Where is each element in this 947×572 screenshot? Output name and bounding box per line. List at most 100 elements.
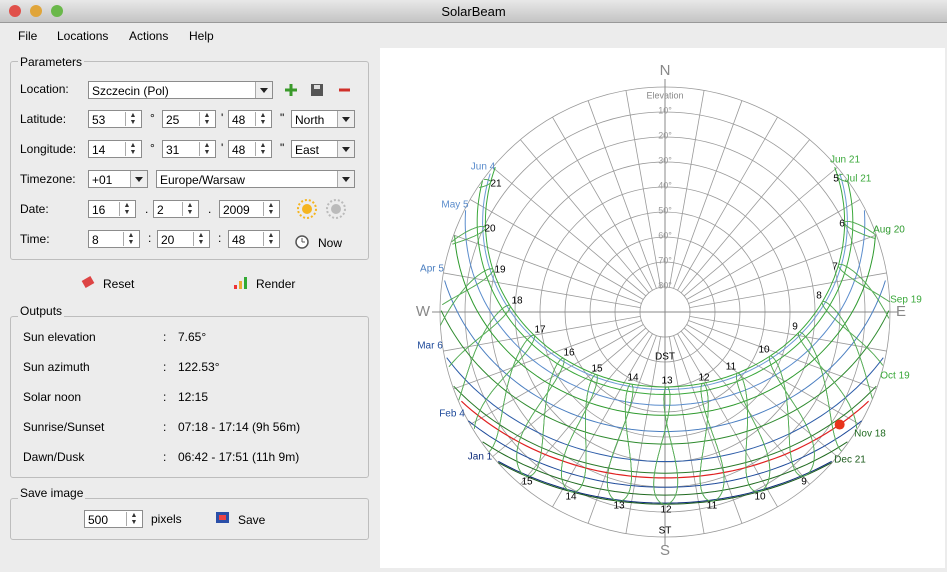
date-label: Dec 21	[834, 455, 866, 466]
azimuth-line	[552, 116, 653, 291]
value: Szczecin (Pol)	[92, 84, 169, 98]
hour-analemma	[440, 268, 494, 326]
spin-field[interactable]: 2009 ▲ ▼	[219, 200, 280, 218]
label: Longitude:	[20, 142, 77, 156]
azimuth-line	[689, 272, 887, 309]
azimuth-line	[680, 330, 810, 485]
azimuth-line	[469, 324, 644, 425]
symbol: "	[280, 111, 285, 125]
zoom-button[interactable]	[51, 5, 63, 17]
spin-field[interactable]: 53 ▲ ▼	[88, 110, 142, 128]
day-path	[484, 167, 846, 388]
offset-combo[interactable]: +01	[88, 170, 148, 188]
save-button[interactable]: Save	[238, 513, 266, 527]
hour-label: 10	[758, 345, 770, 356]
day-icons	[297, 199, 346, 219]
zone-combo[interactable]: Europe/Warsaw	[156, 170, 355, 188]
day-path	[440, 310, 890, 445]
azimuth-line	[688, 320, 877, 390]
hour-analemma	[735, 372, 771, 493]
sun-icon[interactable]	[302, 204, 312, 214]
day-path	[482, 441, 848, 496]
sun-path-diagram: N S W E Elevation 10° 20° 30° 40° 50° 60° 70° 80° Jun…	[416, 62, 922, 559]
minimize-button[interactable]	[30, 5, 42, 17]
spin-field[interactable]: 31 ▲ ▼	[162, 140, 216, 158]
value: 14	[92, 143, 106, 157]
hour-label: 15	[591, 364, 603, 375]
hemisphere-combo[interactable]: North	[291, 110, 355, 128]
hemisphere-combo[interactable]: East	[291, 140, 355, 158]
group-title: Parameters	[18, 55, 85, 69]
spin-field[interactable]: 48 ▲ ▼	[228, 110, 272, 128]
value: Europe/Warsaw	[160, 173, 245, 187]
azimuth-line	[689, 315, 887, 352]
menu-item[interactable]: Help	[189, 29, 214, 43]
spin-field[interactable]: 20 ▲ ▼	[157, 230, 210, 248]
azimuth-line	[677, 333, 778, 508]
day-path	[446, 357, 884, 462]
output-value: 7.65°	[178, 330, 207, 344]
hour-label: 8	[816, 291, 822, 302]
render-button[interactable]: Render	[256, 277, 296, 291]
elevation-label: 10°	[658, 105, 672, 115]
day-path	[476, 180, 854, 396]
symbol: "	[280, 141, 285, 155]
elevation-label: 50°	[658, 205, 672, 215]
hour-label: 7	[832, 262, 838, 273]
azimuth-line	[492, 327, 647, 457]
elevation-label: 20°	[658, 130, 672, 140]
azimuth-line	[625, 336, 662, 534]
hour-label: 12	[660, 505, 672, 516]
spin-field[interactable]: 500 ▲ ▼	[84, 510, 143, 528]
output-separator: :	[163, 330, 167, 344]
value: North	[295, 113, 325, 127]
hour-label: 13	[613, 501, 625, 512]
azimuth-line	[680, 139, 810, 294]
azimuth-line	[552, 333, 653, 508]
reset-button[interactable]: Reset	[103, 277, 135, 291]
spin-field[interactable]: 2 ▲ ▼	[153, 200, 199, 218]
hour-label: 15	[521, 477, 533, 488]
output-label: Sun azimuth	[23, 360, 90, 374]
title-bar: SolarBeam	[0, 0, 947, 23]
reset-icon	[81, 276, 95, 288]
date-label: Mar 6	[417, 341, 443, 352]
azimuth-line	[443, 315, 641, 352]
hour-analemma	[797, 331, 858, 452]
menu-item[interactable]: Actions	[129, 29, 169, 43]
value: 25	[166, 113, 180, 127]
spin-field[interactable]: 48 ▲ ▼	[228, 230, 280, 248]
hour-label: 17	[534, 325, 546, 336]
st-label: ST	[659, 526, 672, 537]
menu-item[interactable]: Locations	[57, 29, 109, 43]
output-label: Sun elevation	[23, 330, 96, 344]
value: 31	[166, 143, 180, 157]
spin-field[interactable]: 16 ▲ ▼	[88, 200, 136, 218]
menu-item[interactable]: File	[18, 29, 38, 43]
spin-field[interactable]: 48 ▲ ▼	[228, 140, 272, 158]
outputs-group	[10, 316, 369, 478]
clock-icon[interactable]	[294, 233, 312, 251]
spin-field[interactable]: 14 ▲ ▼	[88, 140, 142, 158]
value: 48	[232, 143, 246, 157]
date-label: Feb 4	[439, 409, 465, 420]
location-combo[interactable]: Szczecin (Pol)	[88, 81, 273, 99]
label: Location:	[20, 82, 69, 96]
azimuth-line	[492, 167, 647, 297]
close-button[interactable]	[9, 5, 21, 17]
hour-analemma	[844, 221, 876, 240]
hour-analemma	[735, 372, 771, 493]
date-label: Apr 5	[420, 264, 444, 275]
hour-analemma	[838, 263, 890, 319]
day-path	[467, 420, 863, 488]
value: 53	[92, 113, 106, 127]
now-button[interactable]: Now	[318, 236, 343, 250]
compass-label: W	[416, 303, 431, 320]
add-icon[interactable]	[285, 84, 297, 96]
spin-field[interactable]: 25 ▲ ▼	[162, 110, 216, 128]
value: 16	[92, 203, 106, 217]
moon-icon[interactable]	[331, 204, 341, 214]
symbol: '	[221, 111, 224, 125]
spin-field[interactable]: 8 ▲ ▼	[88, 230, 140, 248]
